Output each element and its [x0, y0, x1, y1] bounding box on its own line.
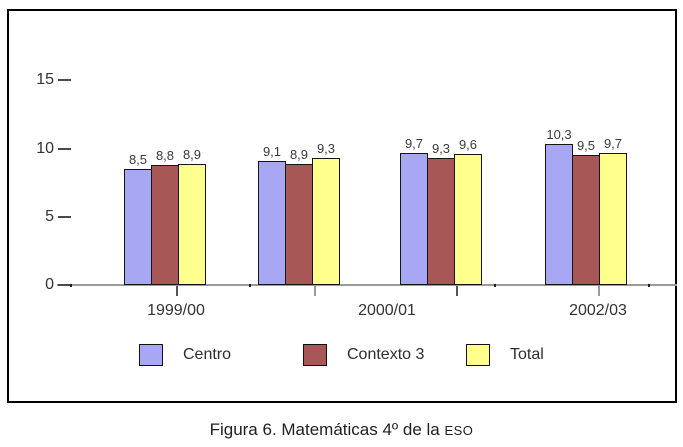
x-axis-minor-dot — [70, 284, 72, 287]
legend-item-centro: Centro — [139, 343, 231, 366]
bar-value-label: 8,5 — [128, 152, 148, 167]
y-axis-tick-label: 10 — [36, 140, 54, 157]
bar-value-label: 8,9 — [289, 147, 309, 162]
bar-value-label: 9,1 — [262, 144, 282, 159]
legend-label: Centro — [183, 346, 232, 363]
bar-value-label: 8,8 — [155, 148, 175, 163]
figure-caption-acronym: ESO — [444, 423, 474, 438]
x-axis-tick — [456, 286, 458, 296]
y-axis-tick — [58, 148, 71, 150]
bar-value-label: 9,3 — [431, 141, 451, 156]
bar-contexto-3 — [572, 155, 600, 285]
bar-centro — [124, 169, 152, 285]
bar-contexto-3 — [151, 165, 179, 285]
x-axis-tick — [598, 286, 600, 296]
bar-value-label: 8,9 — [182, 147, 202, 162]
legend-label: Contexto 3 — [347, 346, 425, 363]
bar-value-label: 9,7 — [404, 136, 424, 151]
legend-swatch-total — [466, 343, 490, 366]
y-axis-tick-label: 15 — [36, 71, 54, 88]
y-axis-tick — [58, 216, 71, 218]
x-category-label: 2000/01 — [358, 302, 416, 319]
bar-total — [454, 154, 482, 285]
x-axis-tick — [176, 286, 178, 296]
figure-caption: Figura 6. Matemáticas 4º de la ESO — [0, 420, 683, 440]
bar-centro — [258, 161, 286, 285]
legend-label: Total — [510, 346, 544, 363]
x-category-label: 2002/03 — [569, 302, 627, 319]
y-axis-tick-label: 0 — [45, 276, 54, 293]
legend-swatch-centro — [139, 343, 163, 366]
legend-swatch-contexto-3 — [303, 343, 327, 366]
x-axis-minor-dot — [648, 284, 650, 287]
x-axis-minor-dot — [249, 284, 251, 287]
y-axis-tick — [58, 79, 71, 81]
bar-value-label: 9,6 — [458, 137, 478, 152]
x-axis-minor-dot — [494, 284, 496, 287]
bar-value-label: 9,5 — [576, 138, 596, 153]
bar-total — [599, 153, 627, 285]
bar-value-label: 10,3 — [546, 127, 572, 142]
y-axis-tick-label: 5 — [45, 208, 54, 225]
bar-contexto-3 — [285, 164, 313, 285]
bar-contexto-3 — [427, 158, 455, 285]
bar-centro — [545, 144, 573, 285]
bar-value-label: 9,7 — [603, 136, 623, 151]
bar-value-label: 9,3 — [316, 141, 336, 156]
bar-total — [312, 158, 340, 285]
x-axis-tick — [314, 286, 316, 296]
legend-item-total: Total — [466, 343, 544, 366]
legend-item-contexto-3: Contexto 3 — [303, 343, 424, 366]
x-axis-line — [57, 284, 677, 286]
figure-caption-text: Figura 6. Matemáticas 4º de la — [209, 420, 445, 439]
bar-centro — [400, 153, 428, 285]
y-axis-tick — [58, 284, 71, 286]
bar-total — [178, 164, 206, 285]
x-category-label: 1999/00 — [147, 302, 205, 319]
